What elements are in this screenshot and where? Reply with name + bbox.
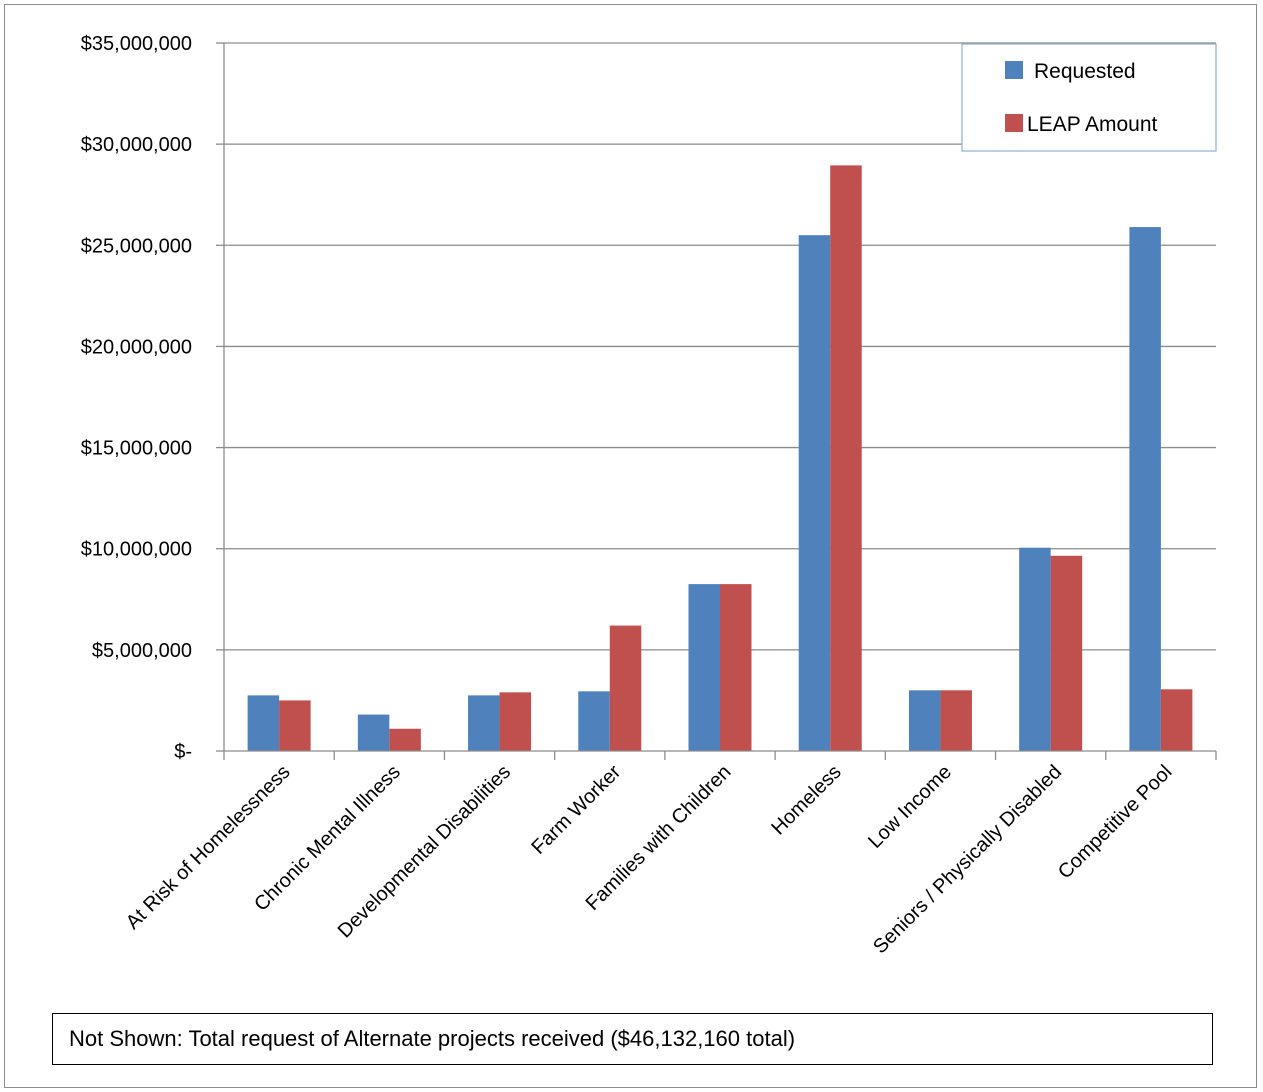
y-tick-label: $15,000,000 bbox=[81, 438, 192, 460]
x-category-label: Competitive Pool bbox=[1054, 761, 1176, 883]
bar-requested bbox=[798, 235, 831, 751]
bar-leap-amount bbox=[499, 692, 532, 751]
y-tick-label: $30,000,000 bbox=[81, 134, 192, 156]
bar-leap-amount bbox=[830, 165, 862, 751]
y-tick-label: $10,000,000 bbox=[81, 539, 192, 561]
y-tick-label: $- bbox=[174, 741, 192, 763]
bar-leap-amount bbox=[1160, 689, 1193, 751]
note-box: Not Shown: Total request of Alternate pr… bbox=[52, 1013, 1213, 1065]
bar-requested bbox=[247, 695, 280, 751]
y-tick-label: $20,000,000 bbox=[81, 336, 192, 358]
bar-leap-amount bbox=[609, 625, 642, 751]
x-category-label: Farm Worker bbox=[528, 761, 626, 859]
bar-requested bbox=[1019, 547, 1051, 751]
legend-swatch-leap-amount bbox=[1005, 114, 1023, 132]
legend-label-leap-amount: LEAP Amount bbox=[1027, 113, 1158, 136]
bar-requested bbox=[578, 691, 610, 751]
note-text: Not Shown: Total request of Alternate pr… bbox=[69, 1026, 796, 1051]
legend: Requested LEAP Amount bbox=[961, 43, 1217, 152]
bar-requested bbox=[688, 584, 720, 751]
bar-requested bbox=[357, 714, 390, 751]
legend-label-requested: Requested bbox=[1034, 60, 1136, 83]
bar-leap-amount bbox=[389, 728, 421, 751]
chart-frame bbox=[4, 4, 1257, 1088]
x-category-label: Seniors / Physically Disabled bbox=[869, 761, 1066, 958]
y-axis: $- $5,000,000 $10,000,000 $15,000,000 $20,00… bbox=[81, 33, 225, 763]
legend-box bbox=[961, 43, 1217, 152]
bar-leap-amount bbox=[940, 690, 972, 751]
bar-requested bbox=[468, 695, 500, 751]
bar-leap-amount bbox=[1050, 555, 1083, 751]
bar-leap-amount bbox=[720, 584, 752, 751]
y-tick-label: $25,000,000 bbox=[81, 235, 192, 257]
x-category-label: Homeless bbox=[767, 761, 845, 839]
bar-requested bbox=[908, 690, 941, 751]
y-tick-label: $5,000,000 bbox=[92, 640, 192, 662]
y-tick-label: $35,000,000 bbox=[81, 33, 192, 55]
legend-swatch-requested bbox=[1005, 61, 1023, 79]
x-category-label: Low Income bbox=[864, 761, 956, 853]
bars bbox=[247, 165, 1193, 751]
bar-requested bbox=[1129, 227, 1161, 751]
bar-leap-amount bbox=[279, 700, 311, 751]
